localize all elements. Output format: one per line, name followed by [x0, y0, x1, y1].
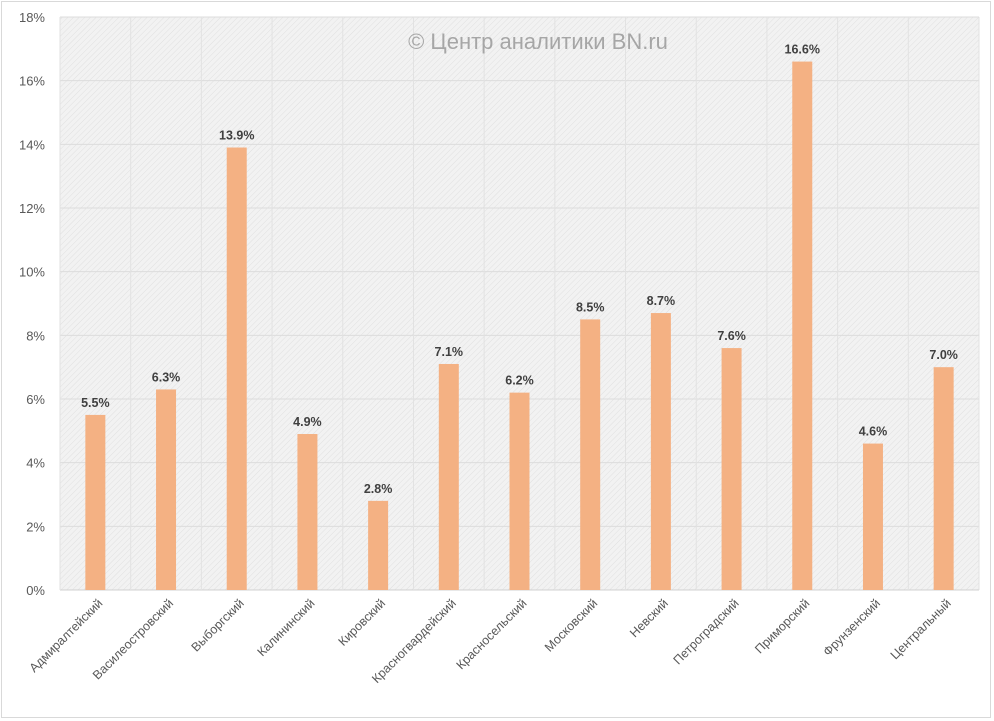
- data-label: 8.7%: [647, 294, 676, 308]
- y-tick-label: 2%: [26, 519, 45, 534]
- bar: [933, 367, 954, 590]
- category-label: Василеостровский: [90, 596, 176, 682]
- bar: [156, 389, 177, 590]
- bar: [226, 147, 247, 590]
- category-label: Кировский: [336, 596, 389, 649]
- data-label: 2.8%: [364, 482, 393, 496]
- data-label: 5.5%: [81, 396, 110, 410]
- bar: [297, 434, 318, 590]
- category-label: Красносельский: [454, 596, 530, 672]
- data-label: 7.6%: [717, 329, 746, 343]
- category-label: Московский: [542, 596, 600, 654]
- category-label: Центральный: [888, 596, 954, 662]
- data-label: 8.5%: [576, 300, 605, 314]
- bar: [85, 414, 106, 590]
- y-tick-label: 4%: [26, 456, 45, 471]
- bar: [862, 443, 883, 590]
- bar: [438, 363, 459, 590]
- data-label: 6.3%: [152, 370, 181, 384]
- bar: [721, 348, 742, 590]
- data-label: 7.0%: [929, 348, 958, 362]
- y-tick-label: 6%: [26, 392, 45, 407]
- category-label: Невский: [627, 596, 671, 640]
- bar: [368, 500, 389, 590]
- category-label: Петроградский: [671, 596, 742, 667]
- data-label: 16.6%: [785, 43, 820, 57]
- y-tick-label: 0%: [26, 583, 45, 598]
- bar: [580, 319, 601, 590]
- bar: [792, 61, 813, 591]
- data-label: 4.9%: [293, 415, 322, 429]
- y-tick-label: 10%: [19, 265, 45, 280]
- y-tick-label: 16%: [19, 74, 45, 89]
- data-label: 6.2%: [505, 374, 534, 388]
- category-label: Фрунзенский: [820, 596, 883, 659]
- bar: [509, 392, 530, 590]
- y-tick-label: 8%: [26, 328, 45, 343]
- y-tick-label: 14%: [19, 137, 45, 152]
- data-label: 13.9%: [219, 129, 254, 143]
- y-tick-label: 18%: [19, 10, 45, 25]
- category-label: Выборгский: [189, 596, 247, 654]
- category-label: Приморский: [752, 596, 812, 656]
- watermark: © Центр аналитики BN.ru: [408, 29, 668, 54]
- y-tick-label: 12%: [19, 201, 45, 216]
- data-label: 4.6%: [859, 425, 888, 439]
- data-label: 7.1%: [435, 345, 464, 359]
- category-label: Адмиралтейский: [27, 596, 106, 675]
- bar: [650, 313, 671, 590]
- category-label: Калининский: [255, 596, 318, 659]
